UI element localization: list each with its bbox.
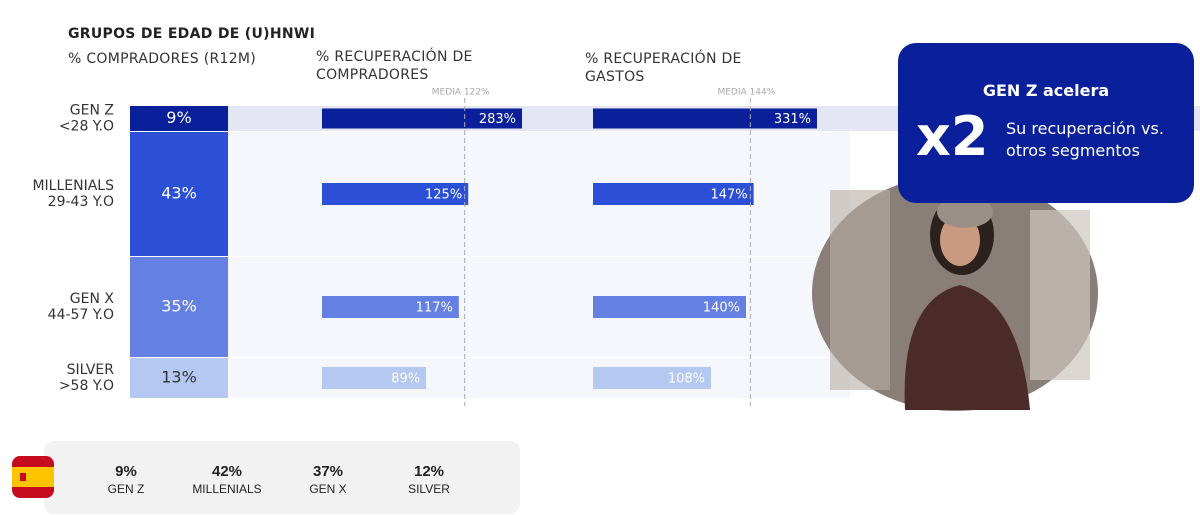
value-label: 125% [425, 188, 462, 203]
category-sublabel: >58 Y.O [59, 378, 114, 394]
callout-figure: x2 [916, 105, 989, 168]
value-label: 9% [166, 108, 191, 127]
clip-group [322, 367, 427, 389]
bar [593, 296, 746, 318]
callout-title: GEN Z acelera [982, 81, 1110, 100]
share-item: 12% SILVER [379, 463, 479, 498]
value-label: 147% [710, 188, 747, 203]
category-label: MILLENIALS [32, 178, 114, 194]
clip-group [322, 183, 469, 205]
clip-group [322, 296, 459, 318]
category-label: GEN X [70, 291, 115, 307]
bar [322, 108, 522, 129]
value-label: 140% [703, 301, 740, 316]
row-band [130, 358, 850, 398]
value-label: 283% [479, 112, 516, 127]
value-label: 117% [416, 301, 453, 316]
category-label: GEN Z [70, 103, 114, 119]
clip-group [593, 108, 817, 129]
share-value: 9% [115, 463, 137, 480]
share-bar [130, 257, 228, 357]
bar [593, 367, 712, 389]
category-sublabel: <28 Y.O [59, 119, 114, 135]
share-value: 12% [413, 463, 445, 480]
spain-box: 9% GEN Z 42% MILLENIALS 37% GEN X 12% SILVER [12, 441, 520, 514]
bar [322, 183, 469, 205]
clip-group [322, 108, 522, 129]
value-label: 108% [668, 372, 705, 387]
category-sublabel: 29-43 Y.O [48, 194, 114, 210]
chart-title: GRUPOS DE EDAD DE (U)HNWI [68, 26, 316, 42]
value-label: 89% [391, 372, 420, 387]
clip-group [593, 367, 712, 389]
callout: GEN Z acelera x2 Su recuperación vs. otr… [898, 43, 1194, 203]
bar [593, 108, 817, 129]
column-header: % COMPRADORES (R12M) [68, 51, 257, 67]
bar [322, 367, 427, 389]
column-header: % RECUPERACIÓN DE GASTOS [585, 51, 742, 85]
value-label: 331% [774, 112, 811, 127]
spain-flag [12, 456, 54, 498]
category-label: SILVER [67, 362, 115, 378]
column-header: % RECUPERACIÓN DE COMPRADORES [316, 49, 473, 83]
share-label: MILLENIALS [192, 482, 262, 496]
callout-text: Su recuperación vs. otros segmentos [1006, 119, 1164, 160]
value-label: 13% [161, 368, 197, 387]
share-bar [130, 106, 228, 131]
bar [593, 183, 754, 205]
value-label: 35% [161, 297, 197, 316]
share-label: SILVER [408, 482, 450, 496]
category-sublabel: 44-57 Y.O [48, 307, 114, 323]
reference-label: MEDIA 144% [717, 88, 775, 98]
reference-label: MEDIA 122% [432, 88, 490, 98]
share-bar [130, 358, 228, 398]
bar [322, 296, 459, 318]
share-item: 9% GEN Z [76, 463, 176, 498]
clip-group [593, 296, 746, 318]
value-label: 43% [161, 184, 197, 203]
share-bar [130, 132, 228, 256]
share-value: 37% [312, 463, 344, 480]
share-item: 42% MILLENIALS [177, 463, 277, 498]
share-value: 42% [211, 463, 243, 480]
share-item: 37% GEN X [278, 463, 378, 498]
share-label: GEN X [309, 482, 347, 496]
share-label: GEN Z [107, 482, 145, 496]
clip-group [593, 183, 754, 205]
